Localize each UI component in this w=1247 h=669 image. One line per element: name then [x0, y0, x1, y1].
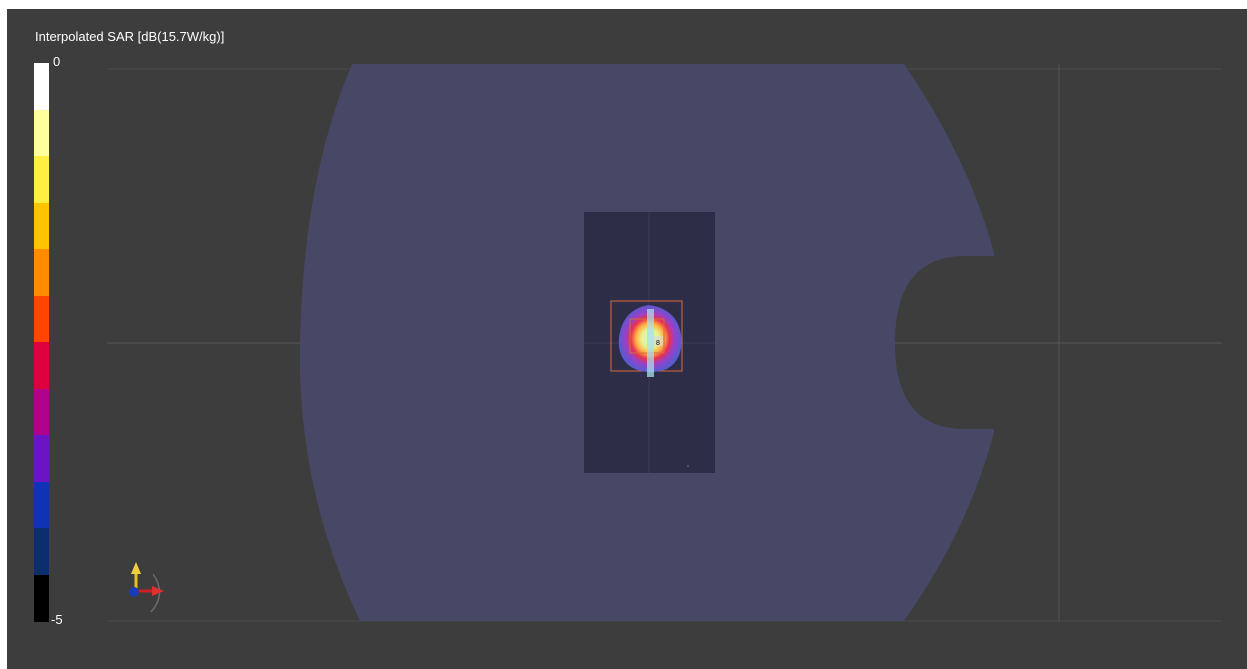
z-axis-icon [129, 587, 139, 597]
colorbar-segment [34, 342, 49, 389]
colorbar-segment [34, 202, 49, 250]
scene-canvas[interactable]: 8 [7, 9, 1247, 669]
colorbar-max-label: 0 [53, 54, 61, 69]
probe-beam [647, 309, 654, 377]
colorbar-segment [34, 295, 49, 343]
colorbar-min-label: -5 [51, 612, 63, 627]
colorbar-segment [34, 249, 49, 296]
colorbar-segment [34, 574, 49, 622]
colorbar-segment [34, 435, 49, 482]
colorbar-title: Interpolated SAR [dB(15.7W/kg)] [35, 29, 225, 44]
tiny-dot [687, 465, 689, 467]
colorbar-segment [34, 388, 49, 436]
colorbar-segment [34, 528, 49, 575]
colorbar-segment [34, 481, 49, 529]
colorbar-segment [34, 63, 49, 110]
colorbar-segment [34, 156, 49, 203]
probe-marker-label: 8 [656, 340, 660, 347]
sar-colorbar [34, 63, 49, 622]
probe-marker: 8 [653, 336, 663, 347]
y-axis-arrow-icon [131, 562, 141, 574]
colorbar-segment [34, 109, 49, 157]
sar-3d-viewport[interactable]: 8 Interpolated SAR [dB(15.7W/kg)] 0 -5 [7, 9, 1247, 669]
axes-triad[interactable] [129, 562, 164, 613]
x-axis-arrow-icon [152, 586, 164, 596]
rotation-arc-icon [150, 573, 161, 613]
